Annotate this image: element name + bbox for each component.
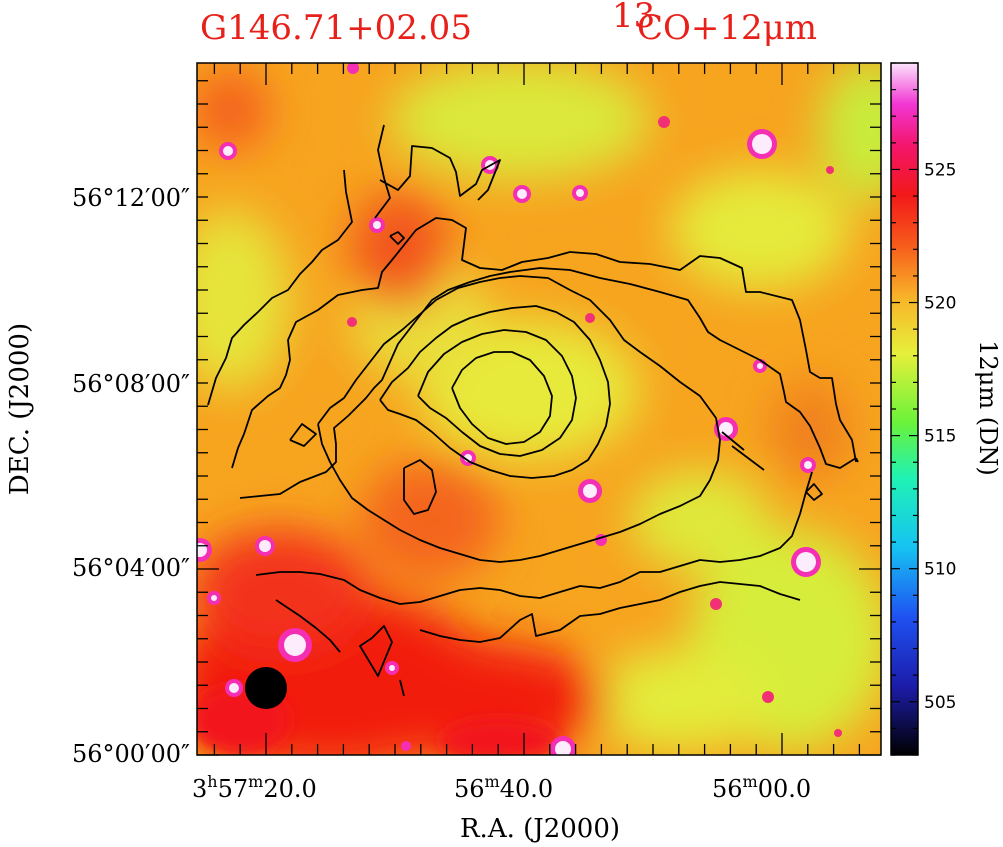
colorbar-ticks (891, 62, 918, 756)
point-sources (197, 63, 842, 755)
plot-frame (196, 62, 882, 756)
colorbar-tick-label: 520 (924, 294, 956, 314)
contour-level-3 (239, 267, 859, 499)
intensity-map (197, 63, 881, 755)
y-tick-labels: 56°00′00″ 56°04′00″ 56°08′00″ 56°12′00″ (72, 184, 190, 768)
contour-blob-4 (805, 483, 823, 501)
y-axis-label: DEC. (J2000) (5, 323, 35, 495)
x-tick-label-0: 3h57m20.0 (192, 772, 317, 803)
tracer-label: CO+12μm (637, 8, 817, 48)
y-tick-label: 56°00′00″ (72, 740, 190, 768)
colorbar-tick-labels: 505 510 515 520 525 (924, 160, 956, 712)
colorbar-tick-label: 515 (924, 427, 956, 447)
y-tick-label: 56°12′00″ (72, 184, 190, 212)
y-tick-label: 56°04′00″ (72, 554, 190, 582)
source-title: G146.71+02.05 (200, 8, 472, 48)
contour-level-7 (417, 329, 577, 457)
contour-level-1 (207, 124, 501, 406)
contour-level-2 (231, 217, 857, 469)
colorbar-tick-label: 510 (924, 560, 956, 580)
contour-level-8 (451, 351, 553, 445)
contour-level-5 (317, 275, 721, 563)
contour-blob-2 (289, 423, 317, 447)
colorbar-tick-label: 525 (924, 160, 956, 180)
contours (207, 124, 859, 697)
axis-ticks (197, 63, 881, 756)
colorbar-label: 12μm (DN) (974, 340, 1002, 476)
contour-level-4 (255, 471, 813, 605)
x-tick-label-1: 56m40.0 (454, 772, 553, 803)
x-axis-label: R.A. (J2000) (460, 814, 620, 844)
tracer-title: 13 CO+12μm (612, 0, 817, 48)
emission-field (197, 63, 881, 755)
tracer-isotope-superscript: 13 (612, 0, 655, 36)
colorbar-tick-label: 505 (924, 693, 956, 713)
y-tick-label: 56°08′00″ (72, 370, 190, 398)
contour-blob-1 (403, 459, 437, 515)
contour-blob-3 (389, 231, 405, 245)
x-tick-label-2: 56m00.0 (712, 772, 811, 803)
contour-tail (721, 431, 765, 471)
contour-level-4b (275, 581, 801, 697)
beam-marker (245, 667, 287, 709)
x-tick-labels: 3h57m20.0 56m40.0 56m00.0 (192, 772, 811, 803)
contour-level-6 (379, 305, 611, 479)
colorbar: 505 510 515 520 525 12μm (DN) (890, 62, 1002, 756)
